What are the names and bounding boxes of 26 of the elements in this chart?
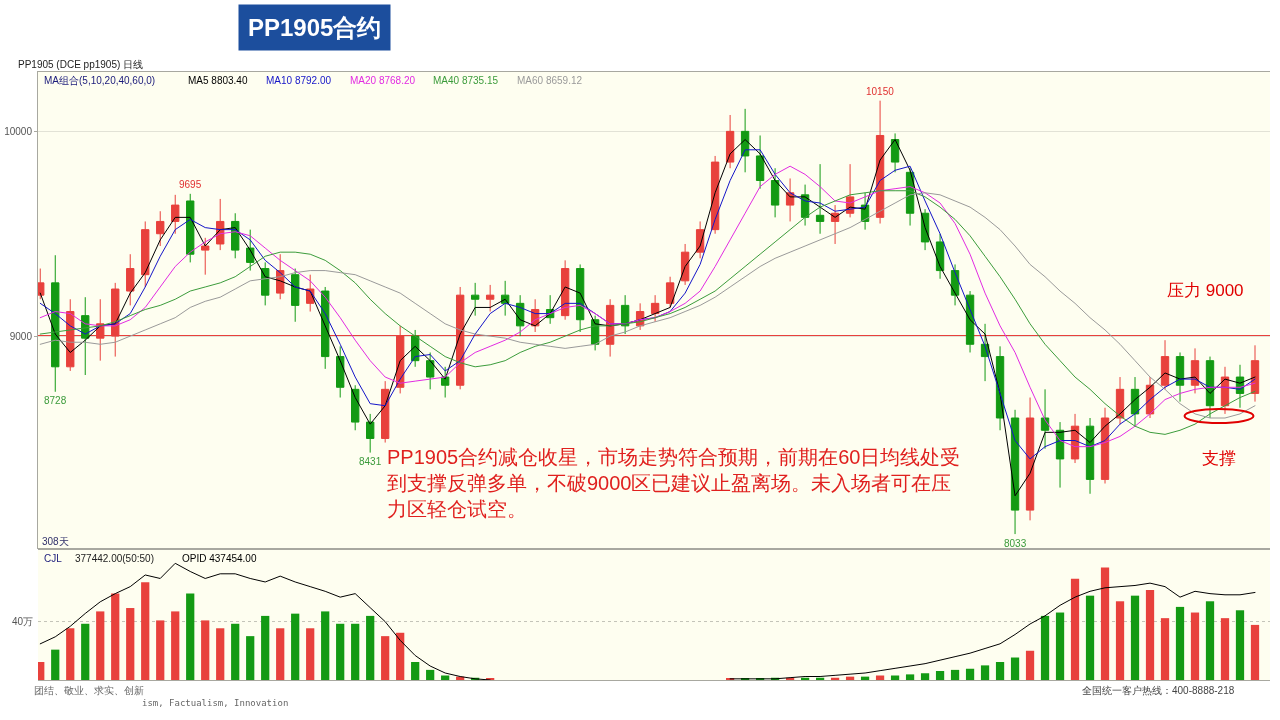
text: ism, Factualism, Innovation xyxy=(142,698,289,708)
text: 全国统一客户热线：400-8888-218 xyxy=(1082,685,1235,696)
legend-title: CJL xyxy=(44,553,63,564)
legend-title: MA组合(5,10,20,40,60,0) xyxy=(44,75,156,86)
chart-title: PP1905合约 xyxy=(248,14,382,41)
text: MA40 8735.15 xyxy=(433,75,499,86)
y-tick-label: 9000 xyxy=(9,330,33,342)
series-label: OPID 437454.00 xyxy=(182,553,257,564)
annotation: 10150 xyxy=(866,86,895,97)
text: MA60 8659.12 xyxy=(517,75,583,86)
text: MA20 8768.20 xyxy=(350,75,416,86)
annotation: 8431 xyxy=(359,456,382,467)
annotation: PP1905合约减仓收星，市场走势符合预期，前期在60日均线处受到支撑反弹多单，不破9000区已建议止盈离场。未入场者可在压力区轻仓试空。 xyxy=(387,446,961,520)
ref-line-label: 40万 xyxy=(12,616,34,627)
text: 377442.00(50:50) xyxy=(75,553,154,564)
annotation: 支撑 xyxy=(1202,449,1236,468)
text: MA10 8792.00 xyxy=(266,75,332,86)
y-tick-label: 10000 xyxy=(4,125,33,137)
annotation: 9695 xyxy=(179,179,202,190)
text: 团结、敬业、求实、创新 xyxy=(34,685,144,696)
annotation: 8033 xyxy=(1004,538,1027,549)
annotation: 308天 xyxy=(42,536,69,547)
ref-line-label: 压力 9000 xyxy=(1167,281,1244,300)
annotation: 8728 xyxy=(44,395,67,406)
chart-subtitle: PP1905 (DCE pp1905) 日线 xyxy=(18,59,144,70)
text: MA5 8803.40 xyxy=(188,75,248,86)
